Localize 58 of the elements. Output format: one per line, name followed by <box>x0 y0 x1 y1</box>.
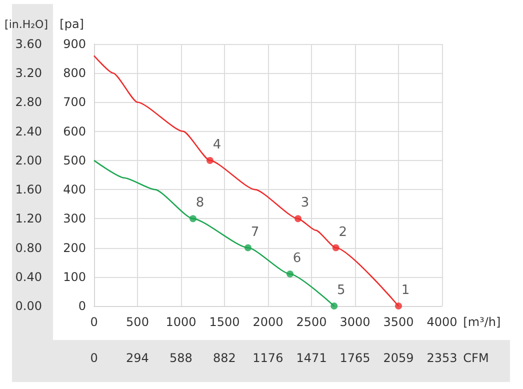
y-tick-label: 900 <box>63 37 86 51</box>
annotation: 8 <box>196 196 204 211</box>
y-tick-label: 400 <box>63 182 86 197</box>
annotation: 4 <box>212 137 222 152</box>
annotation: 6 <box>292 250 302 266</box>
x-tick-label: 4000 <box>426 315 458 329</box>
annotation: 7 <box>250 224 260 240</box>
annotation: 2 <box>338 224 347 240</box>
y2-tick-label: 1.60 <box>15 182 42 197</box>
x2-tick-label: 2059 <box>383 351 414 365</box>
x2-tick-label: 1765 <box>340 351 370 365</box>
y2-tick-label: 0.80 <box>15 240 42 255</box>
x-tick-label: 3500 <box>383 315 414 329</box>
y-tick-label: 0 <box>78 299 86 313</box>
y-tick-label: 100 <box>63 270 86 284</box>
y-tick-label: 300 <box>63 212 86 226</box>
y-tick-label: 600 <box>63 124 86 138</box>
y2-axis-title: [in.H₂O] <box>4 18 48 31</box>
point <box>330 302 338 310</box>
y2-tick-label: 2.00 <box>15 153 42 168</box>
point <box>395 302 402 310</box>
annotation: 5 <box>336 283 346 298</box>
x2-tick-label: 0 <box>90 351 98 365</box>
annotation: 3 <box>300 196 310 211</box>
x2-tick-label: 294 <box>126 351 149 365</box>
point <box>206 156 214 164</box>
annotation: 1 <box>401 283 410 298</box>
x2-tick-label: 882 <box>212 351 236 365</box>
x-tick-label: 1000 <box>166 315 196 329</box>
point <box>332 244 340 252</box>
x-tick-label: 1500 <box>209 315 240 329</box>
point <box>244 244 252 252</box>
x2-tick-label: 2353 <box>426 351 458 365</box>
y2-tick-label: 2.40 <box>15 124 42 138</box>
y-tick-label: 800 <box>63 66 86 80</box>
x-tick-label: 3000 <box>340 315 370 329</box>
y-tick-label: 200 <box>63 240 86 255</box>
point <box>286 270 294 278</box>
x-tick-label: 500 <box>126 315 149 329</box>
x-tick-label: 2500 <box>296 315 327 329</box>
y2-tick-label: 1.20 <box>15 212 42 226</box>
y-axis-title: [pa] <box>60 17 84 31</box>
point <box>294 215 302 222</box>
x2-axis-title: CFM <box>463 351 489 365</box>
x-tick-label: 0 <box>90 315 98 329</box>
y2-tick-label: 3.60 <box>15 37 42 51</box>
y2-tick-label: 0.00 <box>15 299 42 313</box>
y-tick-label: 700 <box>63 95 86 110</box>
y2-tick-label: 2.80 <box>15 95 42 110</box>
x-tick-label: 2000 <box>252 315 284 329</box>
x2-tick-label: 1176 <box>252 351 284 365</box>
y-tick-label: 500 <box>63 153 86 168</box>
point <box>190 215 197 222</box>
x2-tick-label: 588 <box>170 351 192 365</box>
y2-tick-label: 0.40 <box>15 270 42 284</box>
x2-tick-label: 1471 <box>296 351 327 365</box>
x-axis-title: [m³/h] <box>463 315 501 329</box>
y2-tick-label: 3.20 <box>15 66 42 80</box>
